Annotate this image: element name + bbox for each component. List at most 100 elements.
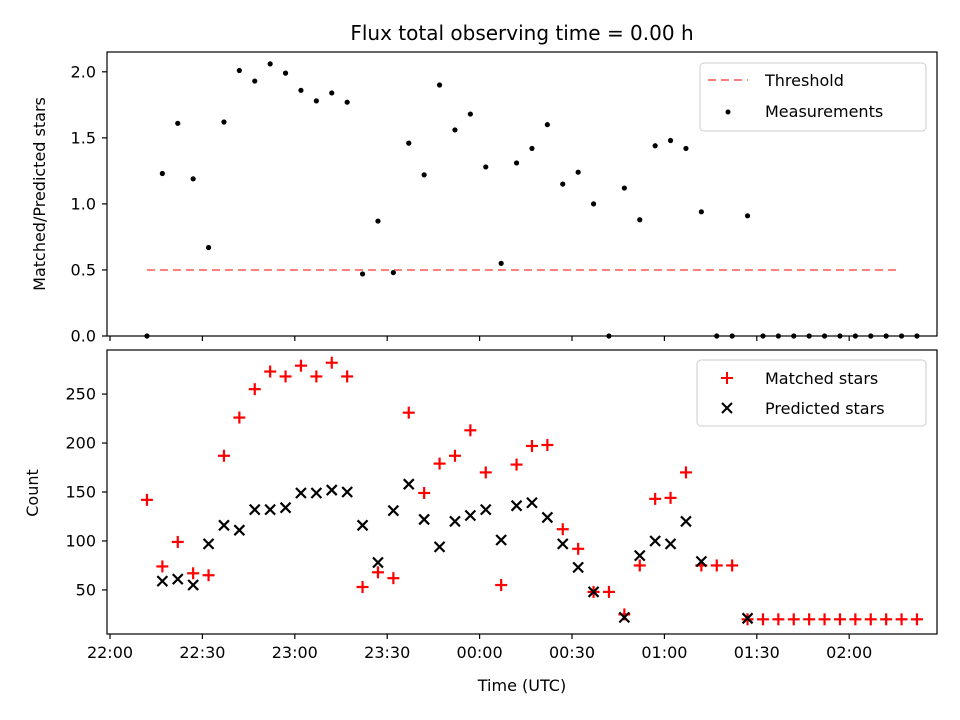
bottom-ytick-label: 50	[76, 580, 96, 599]
matched-star-point	[849, 613, 862, 626]
matched-stars-series	[140, 356, 923, 626]
bottom-ytick-label: 250	[65, 385, 96, 404]
predicted-star-point	[202, 538, 215, 550]
predicted-star-point	[171, 573, 184, 585]
matched-star-point	[510, 458, 523, 471]
measurement-point	[236, 67, 242, 74]
top-ytick-label: 1.0	[71, 194, 96, 213]
measurement-point	[791, 333, 797, 339]
x-axis-label: Time (UTC)	[477, 676, 566, 695]
xtick-label: 23:30	[364, 643, 410, 662]
measurement-point	[529, 145, 535, 152]
predicted-star-point	[526, 496, 538, 509]
measurement-point	[652, 143, 658, 149]
xtick-label: 22:30	[179, 643, 225, 662]
predicted-star-point	[279, 501, 292, 514]
matched-star-point	[726, 559, 739, 572]
predicted-star-point	[387, 504, 400, 517]
predicted-star-point	[356, 519, 369, 532]
matched-star-point	[464, 424, 477, 437]
predicted-star-point	[664, 538, 677, 550]
top-ytick-label: 0.5	[71, 260, 96, 279]
top-panel-frame	[106, 51, 938, 337]
predicted-star-point	[341, 486, 353, 498]
measurement-point	[436, 82, 443, 88]
matched-star-point	[910, 613, 923, 626]
xtick-label: 23:00	[272, 643, 318, 662]
predicted-star-point	[248, 503, 261, 516]
matched-star-point	[294, 359, 307, 372]
predicted-star-point	[264, 503, 276, 516]
measurement-point	[421, 172, 427, 178]
matched-star-point	[217, 449, 230, 462]
bottom-legend-box	[696, 359, 927, 427]
measurement-point	[837, 333, 843, 339]
predicted-star-point	[218, 519, 230, 532]
predicted-legend-swatch	[721, 402, 733, 414]
predicted-stars-series	[156, 478, 754, 625]
matched-star-point	[880, 613, 893, 626]
matched-star-point	[772, 613, 785, 626]
measurement-point	[175, 120, 181, 126]
measurement-point	[544, 122, 550, 128]
matched-star-point	[833, 613, 846, 626]
matched-star-point	[433, 457, 446, 470]
measurement-point	[775, 333, 781, 339]
matched-star-point	[341, 370, 354, 383]
matched-star-point	[710, 559, 723, 572]
predicted-star-point	[233, 524, 246, 536]
measurement-point	[760, 333, 766, 339]
top-panel: 0.00.51.01.52.0 Matched/Predicted stars …	[30, 51, 938, 346]
predicted-star-point	[402, 478, 415, 490]
matched-star-point	[803, 613, 816, 626]
measurement-point	[313, 98, 319, 104]
matched-star-point	[495, 579, 508, 592]
measurement-point	[914, 333, 920, 339]
xtick-label: 01:30	[734, 643, 780, 662]
top-legend-box	[699, 62, 927, 132]
measurements-legend-label: Measurements	[765, 102, 883, 121]
matched-star-point	[649, 492, 662, 505]
matched-legend-label: Matched stars	[765, 369, 878, 388]
predicted-star-point	[587, 586, 600, 598]
matched-star-point	[356, 580, 369, 593]
measurement-point	[637, 217, 643, 223]
measurement-point	[667, 137, 674, 144]
measurement-point	[190, 176, 196, 182]
matched-star-point	[387, 572, 400, 585]
predicted-star-point	[556, 538, 569, 550]
matched-star-point	[864, 613, 877, 626]
predicted-star-point	[449, 515, 461, 528]
measurement-point	[498, 260, 504, 266]
matched-star-point	[895, 613, 908, 626]
top-y-axis-label: Matched/Predicted stars	[30, 97, 49, 291]
matched-star-point	[572, 542, 585, 555]
bottom-legend: Matched stars Predicted stars	[696, 359, 927, 427]
xtick-label: 01:00	[641, 643, 687, 662]
threshold-legend-label: Threshold	[764, 71, 844, 90]
top-ytick-label: 0.0	[71, 327, 96, 346]
predicted-star-point	[325, 484, 338, 496]
measurement-point	[452, 127, 458, 133]
matched-star-point	[310, 370, 323, 383]
measurement-point	[375, 218, 381, 224]
predicted-star-point	[510, 499, 523, 512]
predicted-star-point	[649, 535, 661, 547]
predicted-star-point	[295, 487, 307, 499]
xtick-label: 02:00	[826, 643, 872, 662]
bottom-y-axis-label: Count	[23, 469, 42, 517]
top-ytick-label: 1.5	[71, 128, 96, 147]
measurement-point	[698, 209, 704, 215]
matched-star-point	[171, 535, 184, 548]
measurement-point	[683, 145, 689, 152]
measurement-point	[467, 111, 473, 117]
matched-star-point	[679, 466, 692, 479]
measurement-point	[714, 333, 720, 339]
measurement-point	[560, 181, 566, 187]
predicted-star-point	[572, 561, 584, 574]
matched-star-point	[525, 439, 538, 452]
measurement-point	[590, 201, 597, 207]
bottom-ytick-label: 200	[65, 434, 96, 453]
matched-star-point	[418, 486, 431, 499]
